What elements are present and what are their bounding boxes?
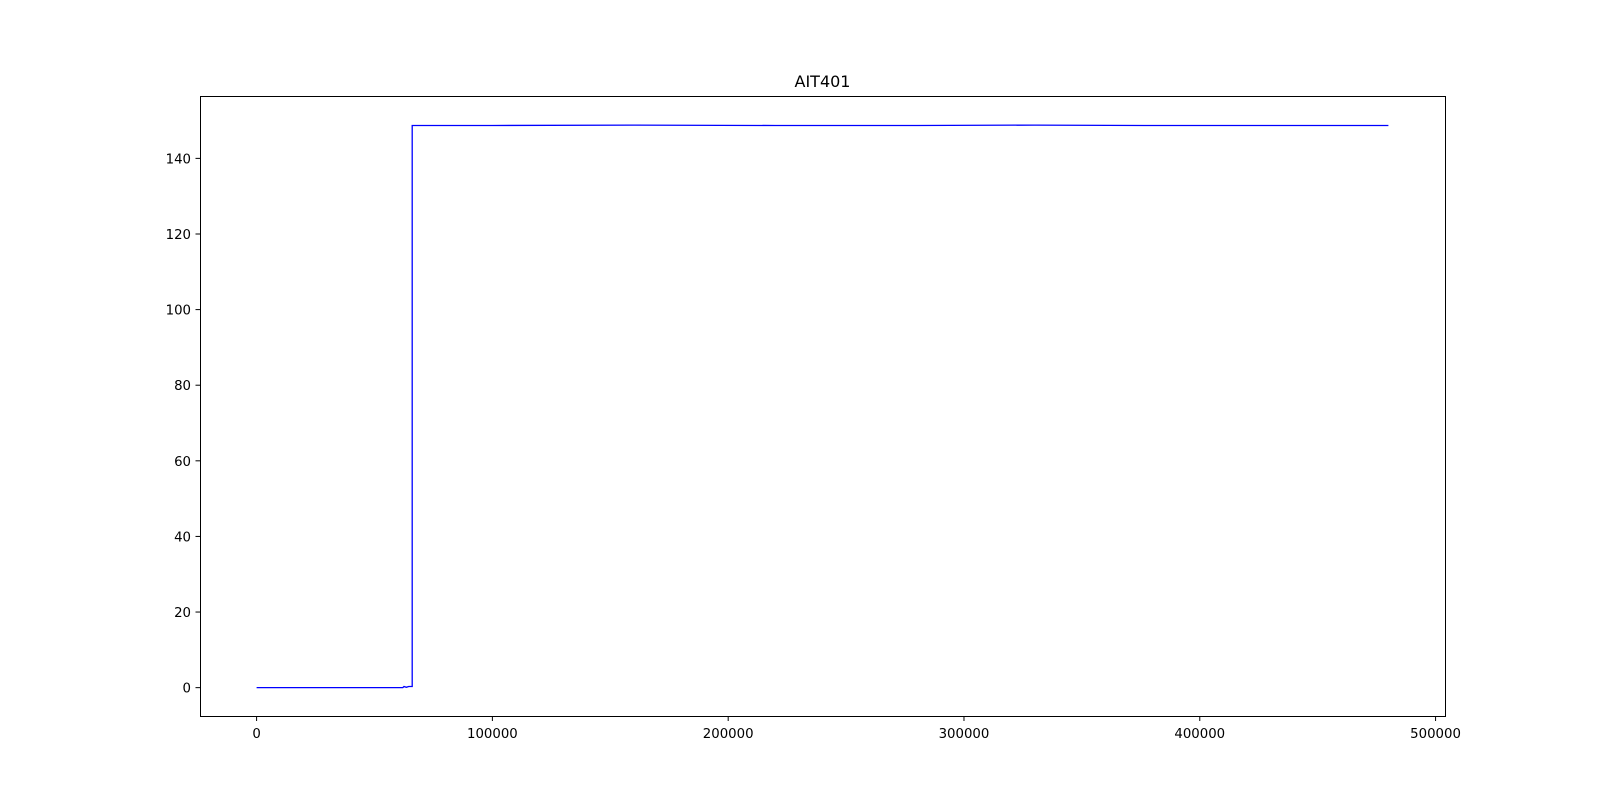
x-tick-label: 200000	[703, 727, 754, 742]
y-tick-label: 60	[174, 455, 191, 470]
chart-title: AIT401	[795, 72, 851, 91]
x-tick-label: 100000	[467, 727, 518, 742]
y-tick-label: 20	[174, 606, 191, 621]
x-axis: 0 100000 200000 300000 400000 500000	[252, 716, 1461, 742]
x-tick-label: 0	[252, 727, 260, 742]
y-tick-label: 140	[166, 152, 191, 167]
x-tick-label: 400000	[1174, 727, 1225, 742]
y-tick-label: 100	[166, 304, 191, 319]
series-line	[256, 124, 1389, 689]
x-tick-label: 300000	[939, 727, 990, 742]
y-tick-label: 40	[174, 530, 191, 545]
x-tick-label: 500000	[1410, 727, 1461, 742]
y-tick-label: 80	[174, 379, 191, 394]
y-axis: 0 20 40 60 80 100 120 140	[166, 152, 201, 697]
plot-series	[256, 124, 1389, 689]
plot-frame	[200, 96, 1446, 717]
y-tick-label: 0	[183, 682, 191, 697]
y-tick-label: 120	[166, 228, 191, 243]
